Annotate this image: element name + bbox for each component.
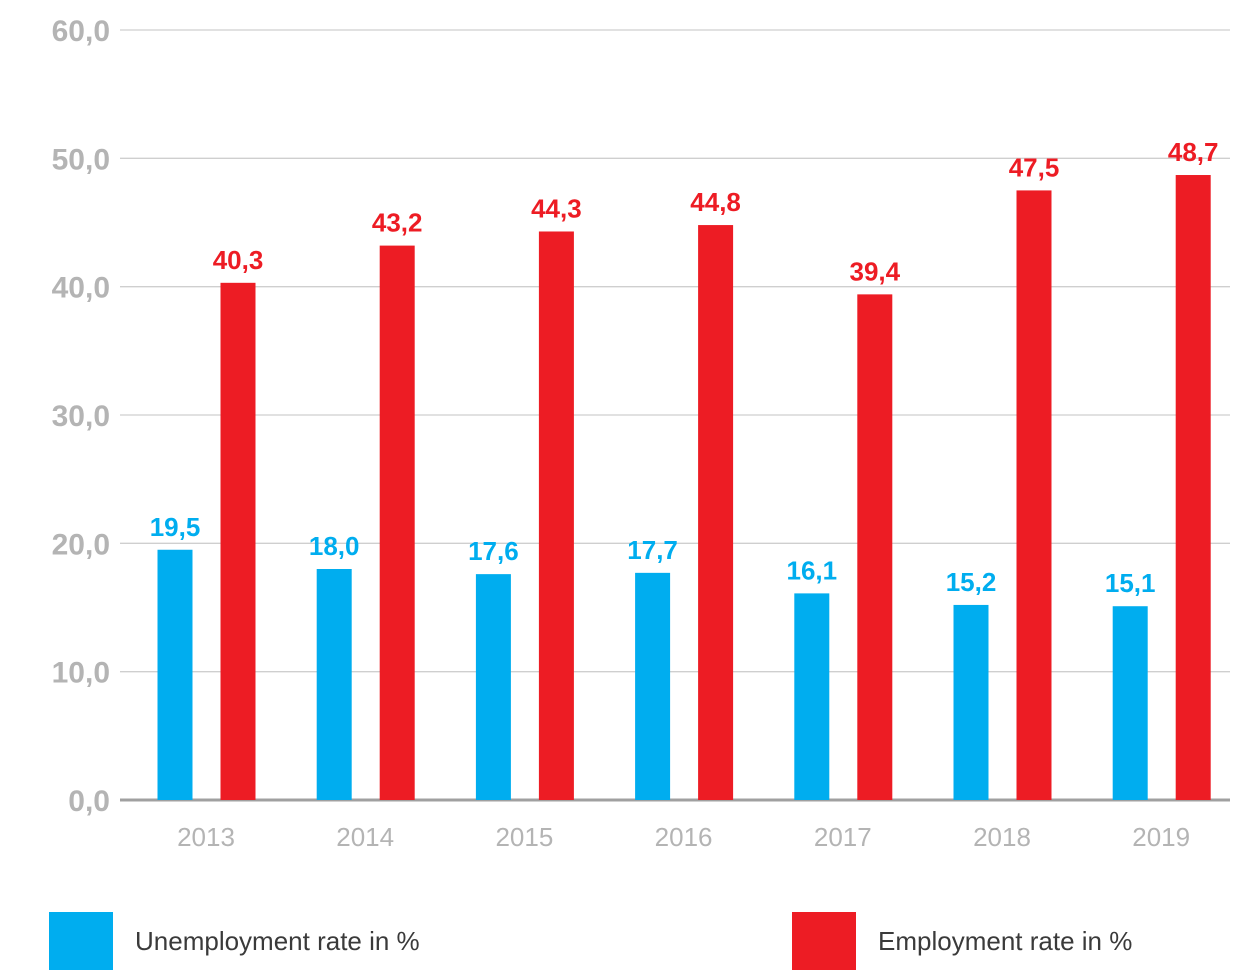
bar-employment <box>857 294 893 800</box>
data-labels: 19,5 40,3 18,0 43,2 17,6 44,3 17,7 44,8 16,1 39,4… <box>150 137 1219 598</box>
data-label-unemployment: 19,5 <box>150 512 201 542</box>
data-label-employment: 44,8 <box>690 187 741 217</box>
data-label-unemployment: 15,1 <box>1105 568 1156 598</box>
data-label-unemployment: 16,1 <box>786 555 837 585</box>
legend-label-unemployment: Unemployment rate in % <box>135 925 420 956</box>
x-tick-label: 2016 <box>655 822 713 852</box>
y-tick-label: 10,0 <box>52 657 110 690</box>
bar-employment <box>538 231 574 800</box>
bar-unemployment <box>794 593 830 800</box>
x-tick-label: 2018 <box>973 822 1031 852</box>
x-tick-label: 2017 <box>814 822 872 852</box>
bar-unemployment <box>1112 606 1148 800</box>
legend: Unemployment rate in % Employment rate i… <box>0 912 1236 970</box>
y-axis-tick-labels: 0,0 10,0 20,0 30,0 40,0 50,0 60,0 <box>52 15 110 818</box>
legend-item-employment: Employment rate in % <box>792 912 1132 970</box>
bar-employment <box>1175 175 1211 800</box>
bar-unemployment <box>953 604 989 800</box>
bar-chart: 0,0 10,0 20,0 30,0 40,0 50,0 60,0 19,5 40,3 18,0… <box>52 15 1230 852</box>
y-tick-label: 0,0 <box>68 785 110 818</box>
data-label-employment: 47,5 <box>1009 152 1060 182</box>
legend-item-unemployment: Unemployment rate in % <box>49 912 420 970</box>
legend-swatch-employment <box>792 912 856 970</box>
bar-unemployment <box>635 572 671 800</box>
x-tick-label: 2015 <box>495 822 553 852</box>
data-label-unemployment: 15,2 <box>946 567 997 597</box>
y-tick-label: 50,0 <box>52 143 110 176</box>
x-tick-label: 2014 <box>336 822 394 852</box>
bar-employment <box>1016 190 1052 800</box>
bar-employment <box>698 225 734 801</box>
legend-label-employment: Employment rate in % <box>878 925 1133 956</box>
bar-employment <box>379 245 415 801</box>
y-tick-label: 60,0 <box>52 15 110 48</box>
data-label-unemployment: 17,7 <box>627 535 678 565</box>
data-label-employment: 39,4 <box>849 256 900 286</box>
x-axis-tick-labels: 2013 2014 2015 2016 2017 2018 2019 <box>177 822 1190 852</box>
data-label-employment: 43,2 <box>372 208 423 238</box>
data-label-unemployment: 17,6 <box>468 536 519 566</box>
gridlines <box>120 29 1230 802</box>
data-label-employment: 44,3 <box>531 193 582 223</box>
bar-unemployment <box>157 549 193 800</box>
data-label-employment: 40,3 <box>213 245 264 275</box>
y-tick-label: 20,0 <box>52 528 110 561</box>
data-label-unemployment: 18,0 <box>309 531 360 561</box>
legend-swatch-unemployment <box>49 912 113 970</box>
bars <box>157 175 1211 801</box>
data-label-employment: 48,7 <box>1168 137 1219 167</box>
bar-employment <box>220 282 256 801</box>
x-tick-label: 2013 <box>177 822 235 852</box>
y-tick-label: 40,0 <box>52 272 110 305</box>
x-tick-label: 2019 <box>1132 822 1190 852</box>
bar-unemployment <box>316 569 352 800</box>
y-tick-label: 30,0 <box>52 400 110 433</box>
bar-unemployment <box>475 574 511 800</box>
